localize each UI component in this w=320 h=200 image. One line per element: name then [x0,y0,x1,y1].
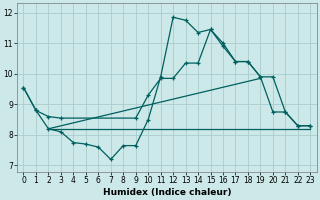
X-axis label: Humidex (Indice chaleur): Humidex (Indice chaleur) [103,188,231,197]
